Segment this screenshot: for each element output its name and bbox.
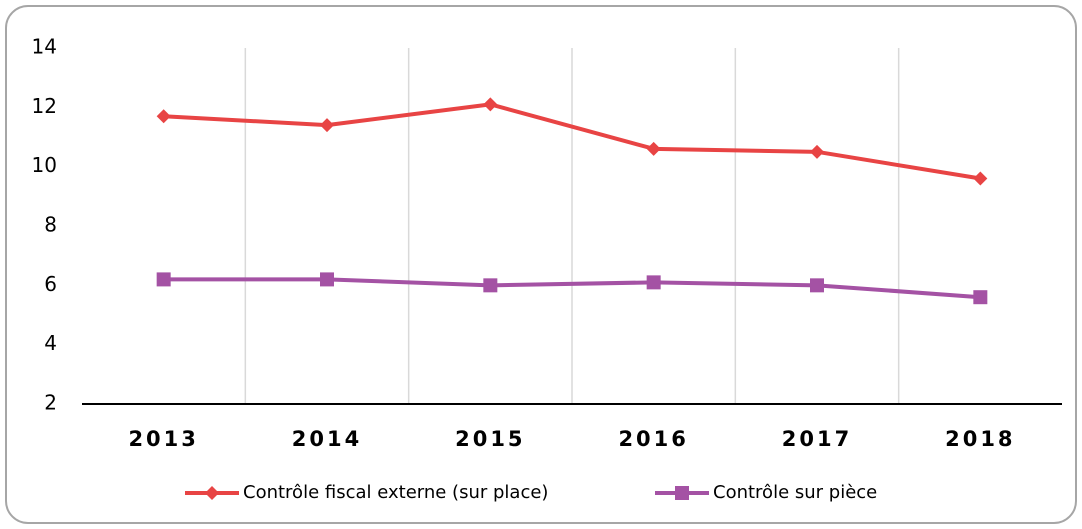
data-point [156,109,171,124]
legend-label: Contrôle fiscal externe (sur place) [243,482,548,503]
y-tick-label: 2 [44,391,57,415]
y-tick-label: 10 [32,153,57,177]
legend-marker [205,486,219,500]
legend-marker [675,486,689,500]
y-tick-label: 8 [44,213,57,237]
series-line [163,277,981,300]
data-point [973,290,988,305]
x-tick-label: 2016 [618,427,688,451]
data-point [483,97,498,112]
y-tick-label: 14 [32,35,57,59]
x-tick-label: 2017 [782,427,852,451]
series-line [163,102,981,181]
x-tick-label: 2013 [128,427,198,451]
x-tick-label: 2014 [292,427,362,451]
x-tick-label: 2015 [455,427,525,451]
data-point [810,144,824,159]
legend-label: Contrôle sur pièce [713,482,877,503]
data-point [320,118,334,133]
data-point [646,275,661,290]
chart-border [5,5,1077,524]
y-tick-label: 12 [32,94,57,118]
data-point [320,272,334,287]
y-tick-label: 4 [44,331,57,355]
data-point [483,278,498,293]
data-point [156,272,171,287]
data-point [973,171,988,186]
data-point [810,278,824,293]
y-tick-label: 6 [44,272,57,296]
data-point [646,141,661,156]
x-tick-label: 2018 [945,427,1015,451]
